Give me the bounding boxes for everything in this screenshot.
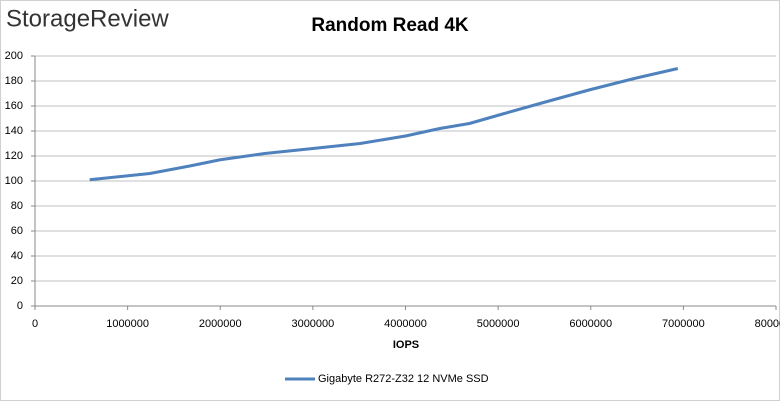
y-tick-label: 0 — [17, 300, 23, 312]
x-tick-label: 3000000 — [291, 318, 334, 330]
chart-title: Random Read 4K — [311, 15, 469, 36]
y-tick-label: 80 — [11, 200, 23, 212]
x-tick-label: 8000000 — [755, 318, 780, 330]
x-tick-label: 0 — [32, 318, 38, 330]
y-tick-label: 40 — [11, 250, 23, 262]
x-tick-label: 1000000 — [106, 318, 149, 330]
x-tick-label: 5000000 — [477, 318, 520, 330]
data-line — [89, 67, 679, 182]
y-tick-label: 200 — [5, 50, 23, 62]
y-tick-label: 20 — [11, 275, 23, 287]
y-tick-label: 140 — [5, 125, 23, 137]
y-tick-label: 100 — [5, 175, 23, 187]
y-tick-label: 160 — [5, 100, 23, 112]
y-tick-label: 180 — [5, 75, 23, 87]
x-tick-label: 4000000 — [384, 318, 427, 330]
legend-label: Gigabyte R272-Z32 12 NVMe SSD — [318, 373, 489, 385]
y-tick-label: 120 — [5, 150, 23, 162]
brand-logo: StorageReview — [6, 5, 169, 32]
x-tick-label: 2000000 — [199, 318, 242, 330]
x-tick-label: 7000000 — [662, 318, 705, 330]
x-axis-label: IOPS — [393, 339, 419, 351]
y-tick-label: 60 — [11, 225, 23, 237]
x-tick-label: 6000000 — [569, 318, 612, 330]
